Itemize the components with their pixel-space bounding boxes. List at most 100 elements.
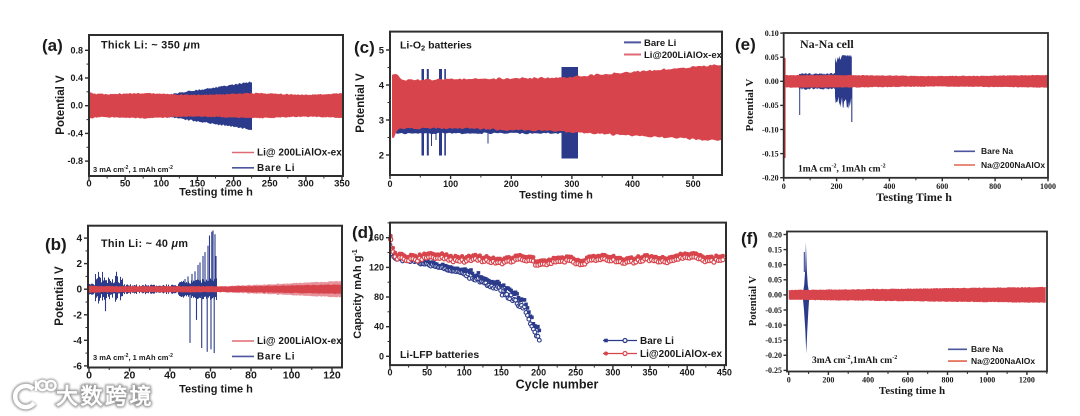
svg-text:Li@200LiAlOx-ex: Li@200LiAlOx-ex (644, 50, 723, 61)
svg-text:100: 100 (283, 370, 301, 382)
svg-text:3mA cm-2,1mAh cm-2: 3mA cm-2,1mAh cm-2 (812, 355, 897, 366)
svg-text:Potential V: Potential V (744, 79, 756, 132)
svg-text:300: 300 (298, 179, 314, 190)
svg-text:100: 100 (153, 179, 169, 190)
svg-text:500: 500 (686, 179, 701, 189)
svg-text:-0.15: -0.15 (765, 336, 782, 345)
svg-text:Testing time h: Testing time h (879, 385, 945, 397)
svg-text:0.20: 0.20 (768, 230, 782, 239)
svg-text:800: 800 (989, 182, 1001, 191)
svg-text:-0.25: -0.25 (765, 366, 782, 375)
svg-text:40: 40 (374, 322, 384, 332)
svg-text:Na@200NaAlOx: Na@200NaAlOx (971, 356, 1035, 366)
svg-text:3 mA cm-2, 1 mAh cm-2: 3 mA cm-2, 1 mAh cm-2 (93, 165, 173, 174)
svg-text:大数跨境: 大数跨境 (56, 384, 154, 409)
svg-text:200: 200 (504, 179, 519, 189)
svg-text:50: 50 (120, 179, 131, 190)
svg-text:100: 100 (457, 368, 472, 378)
svg-text:-0.05: -0.05 (762, 101, 779, 110)
svg-text:0: 0 (76, 285, 82, 296)
svg-text:200: 200 (226, 179, 242, 190)
svg-text:200: 200 (822, 376, 834, 385)
svg-text:0: 0 (387, 368, 392, 378)
svg-text:Testing time h: Testing time h (179, 187, 253, 199)
svg-text:450: 450 (717, 368, 732, 378)
svg-text:Na@200NaAlOx: Na@200NaAlOx (981, 160, 1045, 170)
svg-text:120: 120 (369, 262, 384, 272)
svg-text:(e): (e) (735, 35, 756, 54)
svg-text:1000: 1000 (979, 376, 995, 385)
svg-text:3 mA cm-2, 1 mAh cm-2: 3 mA cm-2, 1 mAh cm-2 (93, 353, 173, 362)
svg-text:2: 2 (76, 259, 82, 270)
svg-text:1200: 1200 (1019, 376, 1035, 385)
svg-text:600: 600 (902, 376, 914, 385)
svg-text:60: 60 (205, 370, 217, 382)
svg-text:200: 200 (531, 368, 546, 378)
svg-text:(b): (b) (45, 235, 67, 254)
svg-text:0.8: 0.8 (70, 45, 83, 55)
svg-text:Potential V: Potential V (748, 275, 759, 326)
svg-text:Bare Na: Bare Na (981, 146, 1013, 156)
svg-text:Testing Time h: Testing Time h (876, 190, 952, 204)
svg-text:160: 160 (369, 233, 384, 243)
svg-text:0: 0 (86, 370, 92, 382)
svg-text:Bare Li: Bare Li (257, 163, 295, 174)
svg-text:Capacity mAh g-1: Capacity mAh g-1 (352, 249, 364, 338)
svg-text:-0.20: -0.20 (762, 174, 779, 183)
svg-text:120: 120 (323, 370, 341, 382)
svg-text:250: 250 (568, 368, 583, 378)
svg-text:(d): (d) (352, 223, 374, 242)
svg-text:0: 0 (782, 182, 786, 191)
svg-text:Potential V: Potential V (55, 75, 67, 135)
svg-text:0.15: 0.15 (768, 245, 782, 254)
svg-text:0.10: 0.10 (768, 261, 782, 270)
svg-text:Testing time h: Testing time h (519, 190, 593, 202)
svg-text:Bare Na: Bare Na (971, 344, 1003, 354)
svg-text:40: 40 (164, 370, 176, 382)
svg-text:0.10: 0.10 (765, 29, 779, 38)
svg-text:Li-O2 batteries: Li-O2 batteries (400, 40, 472, 53)
svg-text:4: 4 (76, 234, 82, 245)
svg-text:400: 400 (862, 376, 874, 385)
svg-text:0: 0 (379, 351, 384, 361)
svg-text:-4: -4 (73, 336, 82, 347)
svg-text:1000: 1000 (1040, 182, 1056, 191)
svg-text:1mA cm-2, 1mAh cm-2: 1mA cm-2, 1mAh cm-2 (798, 164, 886, 175)
svg-text:100: 100 (443, 179, 458, 189)
svg-text:350: 350 (643, 368, 658, 378)
svg-text:3: 3 (379, 116, 384, 127)
svg-text:0.00: 0.00 (765, 77, 779, 86)
svg-text:5: 5 (379, 46, 385, 57)
svg-text:-0.15: -0.15 (762, 149, 779, 158)
svg-text:150: 150 (494, 368, 509, 378)
svg-text:(a): (a) (42, 36, 63, 55)
svg-text:300: 300 (564, 179, 579, 189)
svg-text:Li-LFP batteries: Li-LFP batteries (400, 349, 479, 361)
svg-text:(c): (c) (354, 38, 375, 57)
svg-text:Testing time h: Testing time h (179, 384, 253, 396)
svg-text:Potential V: Potential V (355, 73, 367, 133)
svg-text:250: 250 (262, 179, 278, 190)
svg-text:Potential V: Potential V (54, 266, 66, 326)
svg-text:-0.20: -0.20 (765, 351, 782, 360)
svg-text:600: 600 (936, 182, 948, 191)
svg-text:-0.8: -0.8 (67, 156, 83, 166)
svg-text:50: 50 (422, 368, 432, 378)
svg-text:80: 80 (374, 292, 384, 302)
svg-text:-0.4: -0.4 (67, 128, 83, 138)
svg-text:150: 150 (189, 179, 205, 190)
svg-text:80: 80 (245, 370, 257, 382)
svg-text:200: 200 (831, 182, 843, 191)
svg-text:Thick Li: ~ 350 μm: Thick Li: ~ 350 μm (101, 40, 200, 52)
svg-text:Bare Li: Bare Li (640, 336, 674, 347)
svg-text:0.05: 0.05 (765, 53, 779, 62)
svg-text:-0.10: -0.10 (762, 125, 779, 134)
svg-text:Li@ 200LiAlOx-ex: Li@ 200LiAlOx-ex (257, 336, 342, 347)
svg-text:0: 0 (86, 179, 91, 190)
svg-text:0: 0 (787, 376, 791, 385)
svg-text:4: 4 (379, 81, 385, 92)
svg-text:Na-Na cell: Na-Na cell (800, 37, 854, 51)
svg-text:0.4: 0.4 (70, 73, 83, 83)
svg-text:350: 350 (334, 179, 350, 190)
svg-text:-2: -2 (73, 310, 82, 321)
